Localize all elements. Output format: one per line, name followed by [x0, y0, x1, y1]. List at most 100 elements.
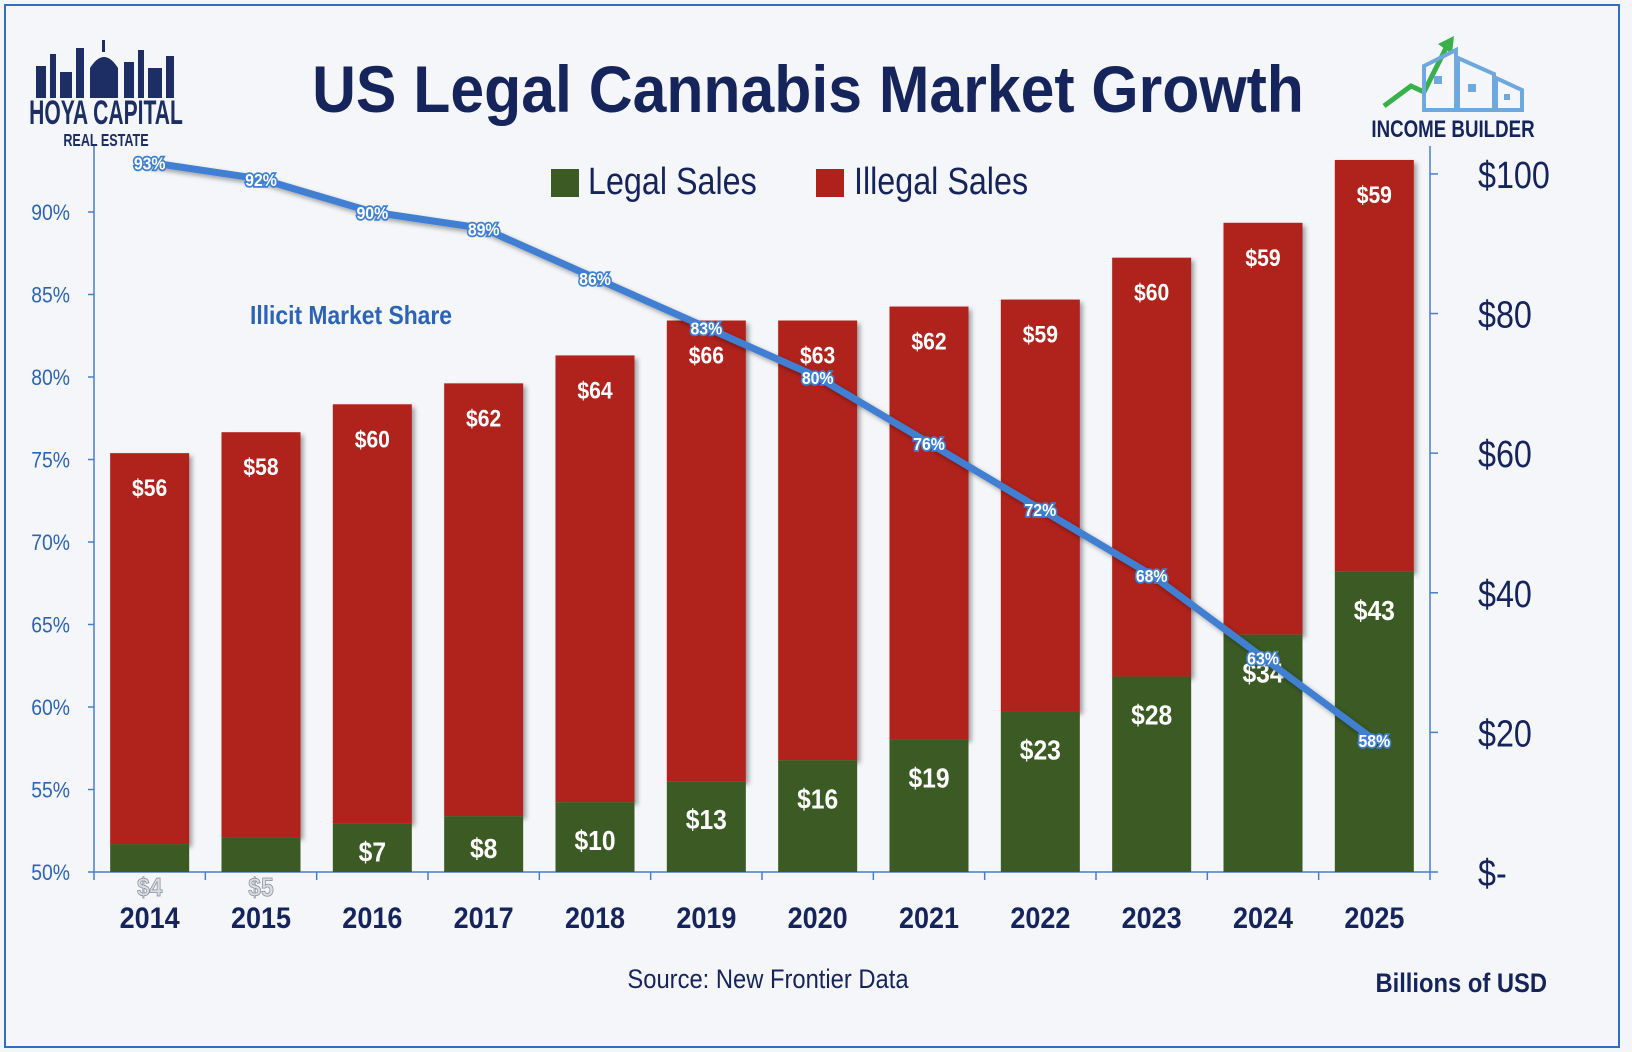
logo-left-line2: REAL ESTATE — [63, 131, 148, 151]
axes: 50% 55% 60% 65% 70% 75% 80% 85% 90% $- $20 $40 $60 $8… — [31, 146, 1550, 935]
chart-canvas: 50% 55% 60% 65% 70% 75% 80% 85% 90% $- $20 $40 $60 $8… — [29, 36, 1550, 999]
data-label-illegal: $59 — [1357, 182, 1392, 209]
data-label-illegal: $60 — [355, 426, 390, 453]
data-label-legal: $10 — [574, 825, 615, 857]
y-right-tick-label: $60 — [1478, 434, 1532, 476]
y-left-tick-label: 60% — [31, 696, 70, 720]
data-label-legal: $8 — [470, 833, 497, 865]
illicit-share-point — [812, 372, 823, 382]
illicit-share-point — [1035, 504, 1046, 514]
illicit-share-label: 72% — [1024, 500, 1056, 520]
data-label-illegal: $59 — [1023, 321, 1058, 348]
bar-illegal — [110, 453, 190, 845]
x-tick-label: 2014 — [120, 902, 180, 936]
x-tick-label: 2023 — [1122, 902, 1182, 936]
units-note: Billions of USD — [1375, 969, 1547, 999]
illicit-share-label: 92% — [245, 170, 277, 190]
logo-left-line1: HOYA CAPITAL — [29, 93, 183, 131]
data-label-legal: $4 — [137, 874, 163, 903]
bar-illegal — [1112, 257, 1192, 677]
illicit-share-label: 83% — [690, 319, 722, 339]
data-label-illegal: $64 — [577, 377, 613, 404]
chart-frame: 50% 55% 60% 65% 70% 75% 80% 85% 90% $- $20 $40 $60 $8… — [4, 4, 1620, 1048]
legend-label-legal: Legal Sales — [588, 161, 757, 203]
bar-illegal — [889, 306, 969, 740]
y-left-tick-label: 65% — [31, 613, 70, 637]
bar-legal — [221, 837, 301, 872]
illicit-share-label: 76% — [913, 434, 945, 454]
logo-right-text: INCOME BUILDER — [1371, 116, 1535, 143]
illicit-share-point — [478, 223, 489, 234]
data-label-illegal: $60 — [1134, 279, 1169, 306]
bar-illegal — [332, 404, 412, 824]
bar-legal — [555, 802, 635, 872]
bar-illegal — [1334, 159, 1414, 572]
bar-illegal — [666, 320, 746, 782]
illicit-share-point — [256, 174, 266, 184]
data-label-legal: $13 — [686, 804, 727, 836]
text-group: US Legal Cannabis Market Growth Legal Sa… — [250, 54, 1547, 999]
illicit-share-label: 80% — [802, 368, 834, 388]
illicit-share-label: 93% — [134, 154, 166, 174]
illicit-share-label: 63% — [1247, 649, 1279, 669]
hoya-capital-logo: HOYA CAPITAL REAL ESTATE — [29, 40, 183, 151]
chart-title: US Legal Cannabis Market Growth — [312, 54, 1304, 127]
illicit-share-point — [1146, 570, 1157, 580]
bar-legal — [1112, 676, 1192, 872]
illicit-share-point — [1369, 735, 1380, 745]
y-right-tick-label: $80 — [1478, 294, 1532, 336]
x-tick-label: 2025 — [1344, 902, 1404, 936]
bar-illegal — [1223, 222, 1303, 635]
bar-legal — [889, 739, 969, 872]
data-label-legal: $7 — [359, 836, 386, 868]
x-tick-label: 2016 — [342, 902, 402, 936]
bar-legal — [444, 816, 524, 872]
source-note: Source: New Frontier Data — [627, 965, 909, 995]
bar-legal — [666, 781, 746, 872]
legend-swatch-illegal — [816, 169, 844, 197]
y-left-tick-label: 75% — [31, 448, 70, 472]
illicit-share-point — [1258, 652, 1268, 663]
x-tick-label: 2020 — [788, 902, 848, 936]
data-label-illegal: $56 — [132, 475, 167, 502]
line-series-label: Illicit Market Share — [250, 302, 452, 331]
y-right-tick-label: $100 — [1478, 155, 1550, 197]
data-label-illegal: $63 — [800, 342, 835, 369]
illicit-share-label: 89% — [468, 220, 500, 240]
building-growth-icon — [1382, 36, 1524, 112]
data-label-legal: $19 — [908, 762, 949, 794]
x-tick-label: 2015 — [231, 902, 291, 936]
illicit-share-point — [924, 438, 934, 448]
bar-legal — [110, 844, 190, 872]
y-left-tick-label: 70% — [31, 531, 70, 555]
x-tick-label: 2017 — [454, 902, 514, 936]
data-label-legal: $16 — [797, 783, 838, 815]
bar-legal — [332, 823, 412, 872]
bar-illegal — [444, 383, 524, 817]
data-label-illegal: $66 — [689, 342, 724, 369]
bar-illegal — [221, 432, 301, 838]
skyline-icon — [36, 40, 174, 98]
illicit-share-point — [144, 157, 155, 168]
y-left-tick-label: 80% — [31, 366, 70, 390]
data-label-illegal: $62 — [911, 328, 946, 355]
data-label-legal: $5 — [248, 874, 273, 903]
data-label-illegal: $59 — [1245, 245, 1280, 272]
y-right-tick-label: $40 — [1478, 573, 1532, 615]
y-left-tick-label: 50% — [31, 861, 70, 885]
bars-group: $56 $4 $58 $5 $60 $7 $62 $8 $64 $10 $66 $13 $63 $16 $6… — [110, 159, 1414, 903]
x-tick-label: 2019 — [676, 902, 736, 936]
legend-label-illegal: Illegal Sales — [854, 161, 1028, 203]
illicit-share-label: 68% — [1136, 566, 1168, 586]
illicit-share-label: 58% — [1358, 731, 1390, 751]
bar-legal — [778, 760, 858, 872]
data-label-legal: $43 — [1354, 594, 1395, 626]
y-left-tick-label: 85% — [31, 283, 70, 307]
y-right-tick-label: $- — [1478, 853, 1507, 895]
y-left-tick-label: 90% — [31, 201, 70, 225]
y-left-tick-label: 55% — [31, 778, 70, 802]
illicit-share-label: 90% — [356, 203, 388, 223]
data-label-legal: $23 — [1020, 734, 1061, 766]
data-label-legal: $28 — [1131, 699, 1172, 731]
illicit-share-point — [367, 207, 378, 217]
